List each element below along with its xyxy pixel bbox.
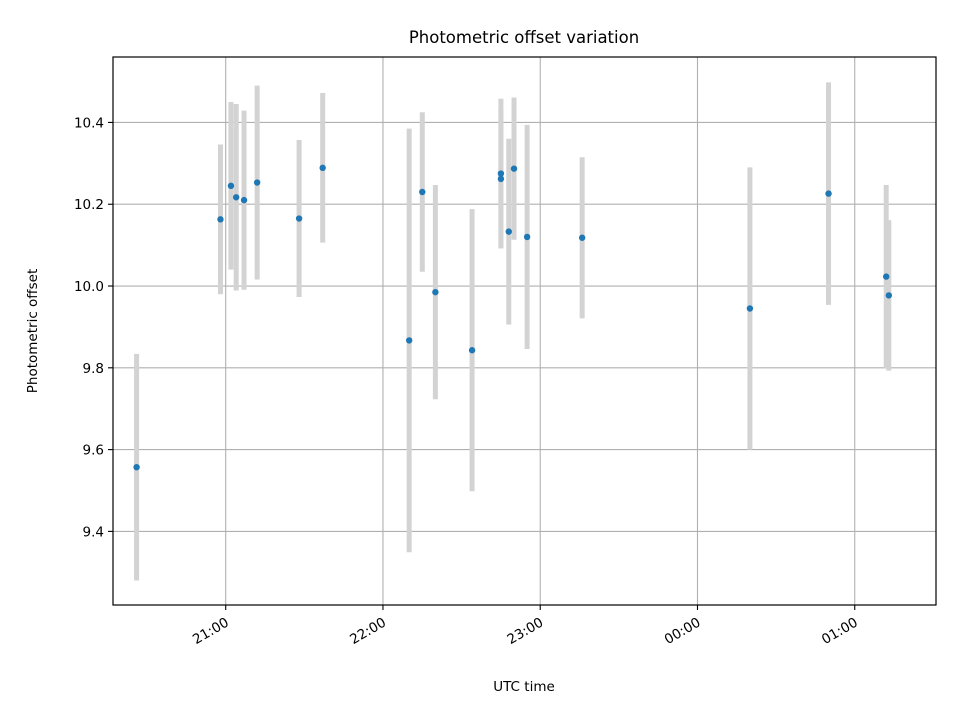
y-tick-label: 9.4: [83, 524, 104, 540]
data-point: [232, 194, 240, 201]
data-point: [419, 188, 426, 196]
data-point: [497, 175, 505, 183]
data-point: [505, 228, 512, 235]
data-point: [883, 273, 890, 280]
y-tick-label: 9.8: [83, 361, 104, 377]
data-point: [133, 463, 140, 471]
y-tick-label: 9.6: [83, 443, 104, 459]
data-point: [523, 233, 531, 241]
grid: [113, 57, 936, 605]
y-tick-label: 10.2: [74, 197, 104, 213]
x-axis-label: UTC time: [493, 679, 555, 695]
data-point: [295, 215, 303, 222]
data-point: [253, 179, 261, 186]
data-point: [405, 337, 413, 344]
data-point: [217, 216, 224, 223]
data-point: [746, 305, 754, 312]
data-point: [468, 347, 476, 354]
data-point: [319, 164, 326, 172]
chart-title: Photometric offset variation: [409, 28, 639, 47]
y-axis-label: Photometric offset: [25, 269, 41, 393]
data-point: [825, 190, 832, 197]
data-point: [578, 234, 586, 241]
data-point: [227, 182, 235, 190]
y-tick-label: 10.0: [74, 279, 104, 295]
plot-area-frame: [112, 56, 937, 606]
data-point: [885, 292, 893, 299]
data-point: [240, 196, 248, 204]
y-axis-ticks: 9.4 9.6 9.8 10.0 10.2 10.4: [74, 115, 113, 540]
data-points: [133, 164, 893, 471]
y-tick-label: 10.4: [74, 115, 104, 131]
data-point: [510, 165, 518, 172]
data-point: [497, 170, 505, 177]
data-point: [432, 288, 439, 296]
